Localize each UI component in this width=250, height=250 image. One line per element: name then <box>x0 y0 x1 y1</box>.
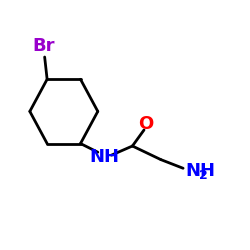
Text: NH: NH <box>186 162 216 180</box>
Text: O: O <box>138 115 154 133</box>
Text: 2: 2 <box>199 169 207 182</box>
Text: Br: Br <box>32 37 55 55</box>
Text: NH: NH <box>89 148 119 166</box>
